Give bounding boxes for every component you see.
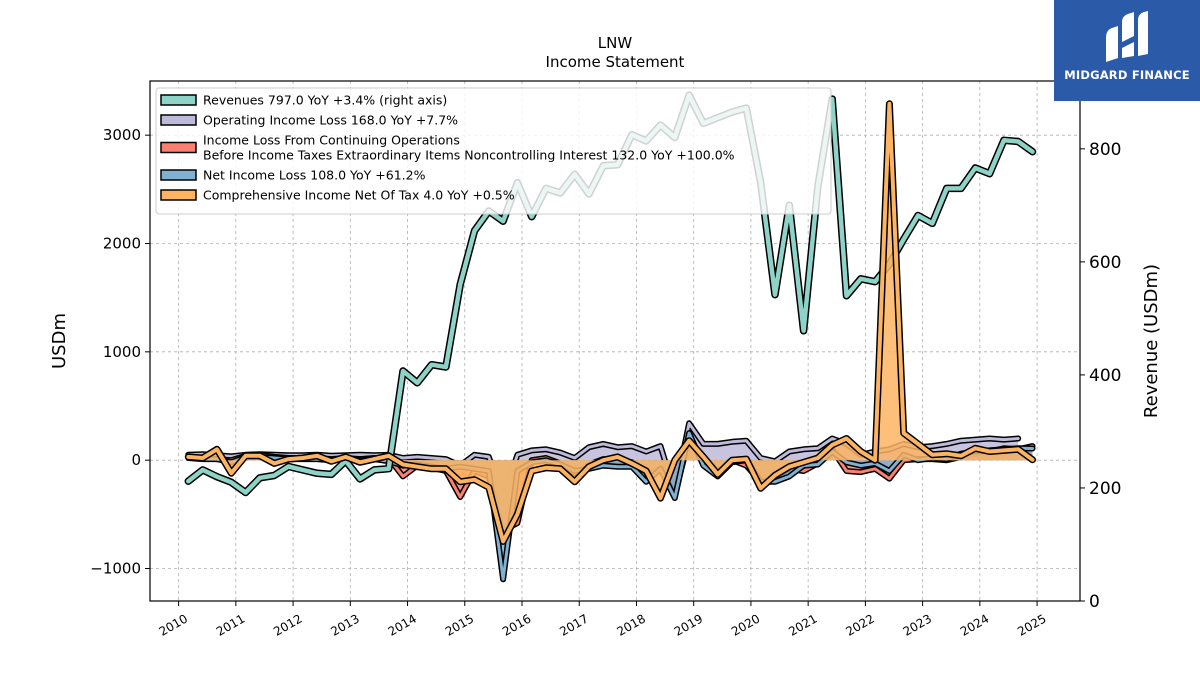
brand-name: MIDGARD FINANCE (1064, 68, 1190, 82)
legend-label-4: Comprehensive Income Net Of Tax 4.0 YoY … (203, 188, 515, 203)
legend-swatch-4 (160, 189, 197, 201)
y-tick-label-right: 400 (1089, 366, 1121, 386)
x-tick-label: 2017 (557, 611, 590, 638)
x-tick-label: 2023 (901, 611, 934, 638)
x-tick-label: 2013 (328, 611, 361, 638)
axes: 2010 2011 2012 2013 2014 2015 2016 2017 2018 2019… (90, 126, 1121, 639)
x-tick-label: 2025 (1015, 611, 1048, 638)
legend-swatch-0 (160, 94, 197, 106)
x-tick-label: 2012 (271, 611, 304, 638)
legend: Revenues 797.0 YoY +3.4% (right axis) Ope… (155, 87, 832, 215)
legend-swatch-1 (160, 114, 197, 126)
x-tick-label: 2020 (729, 611, 762, 638)
y-tick-label-left: 2000 (103, 235, 141, 253)
y-axis-label-right: Revenue (USDm) (1141, 264, 1162, 418)
y-tick-label-left: 1000 (103, 343, 141, 361)
legend-swatch-2 (160, 141, 197, 154)
y-tick-label-right: 600 (1089, 253, 1121, 273)
x-tick-label: 2010 (157, 611, 190, 638)
midgard-logo-icon (1106, 11, 1148, 62)
x-tick-label: 2016 (500, 611, 533, 638)
x-tick-label: 2021 (786, 611, 819, 638)
y-axis-label-left: USDm (49, 313, 70, 369)
x-tick-label: 2019 (672, 611, 705, 638)
y-tick-label-right: 200 (1089, 479, 1121, 499)
legend-swatch-3 (160, 169, 197, 181)
x-tick-label: 2018 (615, 611, 648, 638)
x-tick-label: 2011 (214, 611, 247, 638)
x-tick-label: 2024 (958, 611, 991, 638)
series-area-3 (188, 433, 1033, 580)
legend-box (155, 87, 832, 215)
y-tick-label-right: 800 (1089, 140, 1121, 160)
x-tick-label: 2022 (843, 611, 876, 638)
y-tick-label-left: 3000 (103, 126, 141, 144)
y-tick-label-left: 0 (131, 451, 141, 469)
legend-label-0: Revenues 797.0 YoY +3.4% (right axis) (203, 93, 447, 108)
y-tick-label-right: 0 (1089, 592, 1100, 612)
legend-label-2: Income Loss From Continuing Operations Be… (203, 133, 735, 163)
chart-title: LNW (598, 34, 633, 52)
brand-logo: MIDGARD FINANCE (1054, 0, 1200, 101)
legend-label-1: Operating Income Loss 168.0 YoY +7.7% (203, 113, 458, 128)
series-line-4 (186, 101, 1035, 544)
y-tick-label-left: −1000 (90, 560, 141, 578)
chart-subtitle: Income Statement (546, 53, 685, 71)
x-tick-label: 2014 (386, 611, 419, 638)
plot-frame (149, 80, 1081, 602)
x-tick-label: 2015 (443, 611, 476, 638)
legend-label-3: Net Income Loss 108.0 YoY +61.2% (203, 168, 426, 183)
